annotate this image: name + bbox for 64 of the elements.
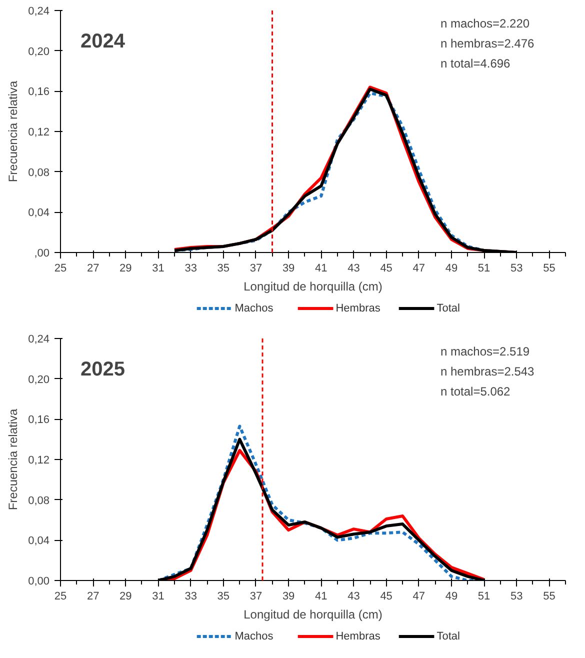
x-tick-label: 39 [282,262,295,274]
legend-label: Hembras [336,302,381,314]
x-tick-label: 35 [217,590,230,602]
legend-label: Machos [234,302,274,314]
text: 2024 [80,30,126,52]
legend-label: Total [436,630,460,642]
x-tick-label: 51 [478,590,490,602]
x-tick-label: 55 [543,590,556,602]
annotation: n machos=2.220 [440,16,530,30]
text: 2025 [80,358,125,380]
x-tick-label: 27 [86,262,100,274]
x-tick-label: 37 [250,262,262,274]
x-tick-label: 43 [348,262,360,274]
y-tick-label: 0,08 [28,494,50,507]
x-tick-label: 55 [543,262,556,274]
y-tick-label: 0,16 [28,86,50,98]
x-tick-label: 25 [54,262,67,274]
y-tick-label: 0,20 [28,374,50,386]
y-tick-label: 0,24 [28,6,50,18]
x-tick-label: 31 [152,262,164,274]
legend-label: Total [436,302,460,314]
annotation: n machos=2.519 [440,344,530,358]
y-axis-title: Frecuencia relativa [6,80,20,182]
x-tick-label: 49 [445,262,458,274]
y-tick-label: 0,08 [28,166,50,179]
y-tick-label: 0,04 [28,535,50,548]
x-tick-label: 45 [380,590,392,602]
x-tick-label: 47 [412,262,426,274]
x-axis-title: Longitud de horquilla (cm) [244,608,382,622]
x-tick-label: 33 [184,590,197,602]
x-tick-label: 43 [348,590,360,602]
x-tick-label: 27 [86,590,100,602]
annotation: n hembras=2.476 [440,36,535,50]
legend-label: Hembras [336,630,381,642]
y-tick-label: 0,24 [28,334,50,346]
y-tick-label: 0,04 [28,207,50,220]
x-tick-label: 51 [478,262,490,274]
x-tick-label: 29 [120,262,132,274]
x-tick-label: 29 [120,590,132,602]
x-tick-label: 33 [184,262,197,274]
x-tick-label: 47 [412,590,426,602]
x-tick-label: 41 [315,262,328,274]
x-axis-title: Longitud de horquilla (cm) [244,280,382,294]
y-tick-label: 0,00 [28,576,50,588]
y-tick-label: 0,12 [28,454,50,466]
annotation: n total=5.062 [440,384,511,398]
y-tick-label: 0,16 [28,414,50,426]
x-tick-label: 45 [380,262,392,274]
x-tick-label: 53 [510,262,523,274]
y-axis-title: Frecuencia relativa [6,408,20,510]
y-tick-label: ,00 [34,248,50,260]
x-tick-label: 25 [54,590,67,602]
x-tick-label: 31 [152,590,164,602]
x-tick-label: 53 [510,590,523,602]
y-tick-label: 0,20 [28,46,50,58]
legend-label: Machos [234,630,274,642]
x-tick-label: 35 [217,262,230,274]
y-tick-label: 0,12 [28,126,50,138]
x-tick-label: 49 [445,590,458,602]
annotation: n total=4.696 [440,56,511,70]
x-tick-label: 41 [315,590,328,602]
x-tick-label: 37 [250,590,262,602]
annotation: n hembras=2.543 [440,364,535,378]
x-tick-label: 39 [282,590,295,602]
